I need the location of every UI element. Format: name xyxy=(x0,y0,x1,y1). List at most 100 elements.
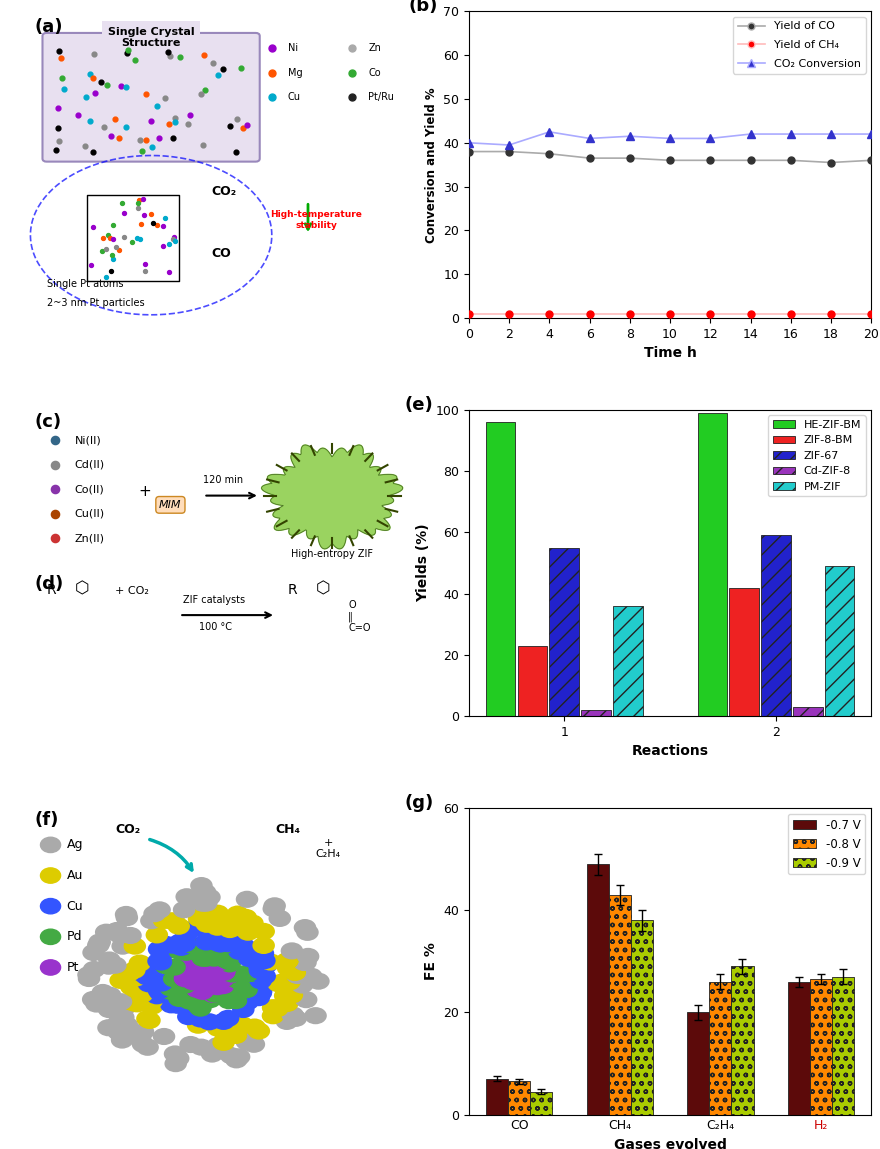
Circle shape xyxy=(175,888,198,905)
Circle shape xyxy=(198,970,221,986)
Circle shape xyxy=(202,973,224,990)
Text: Pt/Ru: Pt/Ru xyxy=(369,92,394,102)
Circle shape xyxy=(164,1046,187,1063)
Point xyxy=(139,85,153,103)
Circle shape xyxy=(194,954,216,971)
Point xyxy=(104,262,118,280)
Circle shape xyxy=(182,936,204,954)
Point xyxy=(128,52,142,70)
Bar xyxy=(631,920,653,1115)
Circle shape xyxy=(195,916,218,933)
Circle shape xyxy=(236,890,258,908)
Circle shape xyxy=(192,973,215,990)
Circle shape xyxy=(112,1009,135,1026)
Circle shape xyxy=(180,942,202,959)
Circle shape xyxy=(184,977,206,994)
Bar xyxy=(486,1079,508,1115)
Circle shape xyxy=(194,966,216,984)
Bar xyxy=(832,977,854,1115)
Circle shape xyxy=(215,1026,237,1043)
Bar xyxy=(825,566,854,716)
Circle shape xyxy=(177,1008,200,1025)
Circle shape xyxy=(175,958,198,976)
Point xyxy=(138,262,152,280)
Circle shape xyxy=(276,995,298,1012)
Circle shape xyxy=(120,979,143,995)
Circle shape xyxy=(218,954,241,971)
Circle shape xyxy=(211,985,234,1002)
Circle shape xyxy=(199,924,222,941)
Text: Cu(II): Cu(II) xyxy=(75,509,105,519)
Circle shape xyxy=(194,966,217,984)
Circle shape xyxy=(195,967,217,985)
Circle shape xyxy=(212,1034,235,1051)
Circle shape xyxy=(175,926,198,943)
Circle shape xyxy=(212,938,234,955)
Text: Cu: Cu xyxy=(67,900,84,912)
Circle shape xyxy=(174,963,196,980)
Point xyxy=(55,69,70,87)
Circle shape xyxy=(97,1019,120,1036)
Circle shape xyxy=(196,959,218,977)
Circle shape xyxy=(109,972,132,989)
Circle shape xyxy=(98,989,120,1007)
Point xyxy=(121,41,136,60)
Bar xyxy=(486,422,516,716)
Text: R: R xyxy=(47,583,56,596)
Circle shape xyxy=(297,948,319,965)
Circle shape xyxy=(128,955,151,972)
Text: Co(II): Co(II) xyxy=(75,485,105,494)
Circle shape xyxy=(195,969,218,986)
Circle shape xyxy=(166,996,189,1013)
Circle shape xyxy=(126,995,149,1012)
Point xyxy=(161,43,175,61)
Circle shape xyxy=(174,970,196,987)
Circle shape xyxy=(205,959,228,977)
Circle shape xyxy=(290,977,313,994)
Circle shape xyxy=(168,982,191,1000)
Circle shape xyxy=(40,959,61,976)
Circle shape xyxy=(230,973,252,990)
Circle shape xyxy=(194,974,216,992)
Point xyxy=(166,228,180,246)
Circle shape xyxy=(176,965,199,982)
Circle shape xyxy=(199,962,222,979)
Circle shape xyxy=(231,1017,253,1033)
Circle shape xyxy=(149,901,171,918)
Circle shape xyxy=(193,970,216,987)
Circle shape xyxy=(217,935,240,953)
Text: Au: Au xyxy=(67,869,83,882)
Circle shape xyxy=(190,1039,213,1056)
Point xyxy=(108,238,122,256)
Circle shape xyxy=(123,938,146,955)
Point xyxy=(53,132,67,151)
Circle shape xyxy=(187,970,209,987)
Point xyxy=(236,119,250,138)
Bar xyxy=(517,646,547,716)
Circle shape xyxy=(283,977,305,994)
Circle shape xyxy=(178,992,200,1009)
Circle shape xyxy=(194,920,217,938)
Circle shape xyxy=(250,985,272,1002)
Point xyxy=(85,217,99,236)
Circle shape xyxy=(140,912,163,930)
Circle shape xyxy=(143,905,165,923)
Point xyxy=(138,255,152,273)
Point xyxy=(265,63,279,82)
Point xyxy=(107,109,121,128)
Circle shape xyxy=(180,1036,202,1054)
Circle shape xyxy=(200,987,222,1004)
Circle shape xyxy=(95,924,117,941)
Circle shape xyxy=(141,997,164,1015)
Circle shape xyxy=(145,926,168,943)
Circle shape xyxy=(175,967,198,985)
Bar xyxy=(609,895,631,1115)
Circle shape xyxy=(198,888,221,905)
Circle shape xyxy=(145,987,168,1004)
Circle shape xyxy=(40,838,61,853)
Circle shape xyxy=(297,924,319,941)
Circle shape xyxy=(206,918,229,935)
Circle shape xyxy=(197,970,220,987)
Point xyxy=(144,138,158,156)
Circle shape xyxy=(286,967,309,984)
